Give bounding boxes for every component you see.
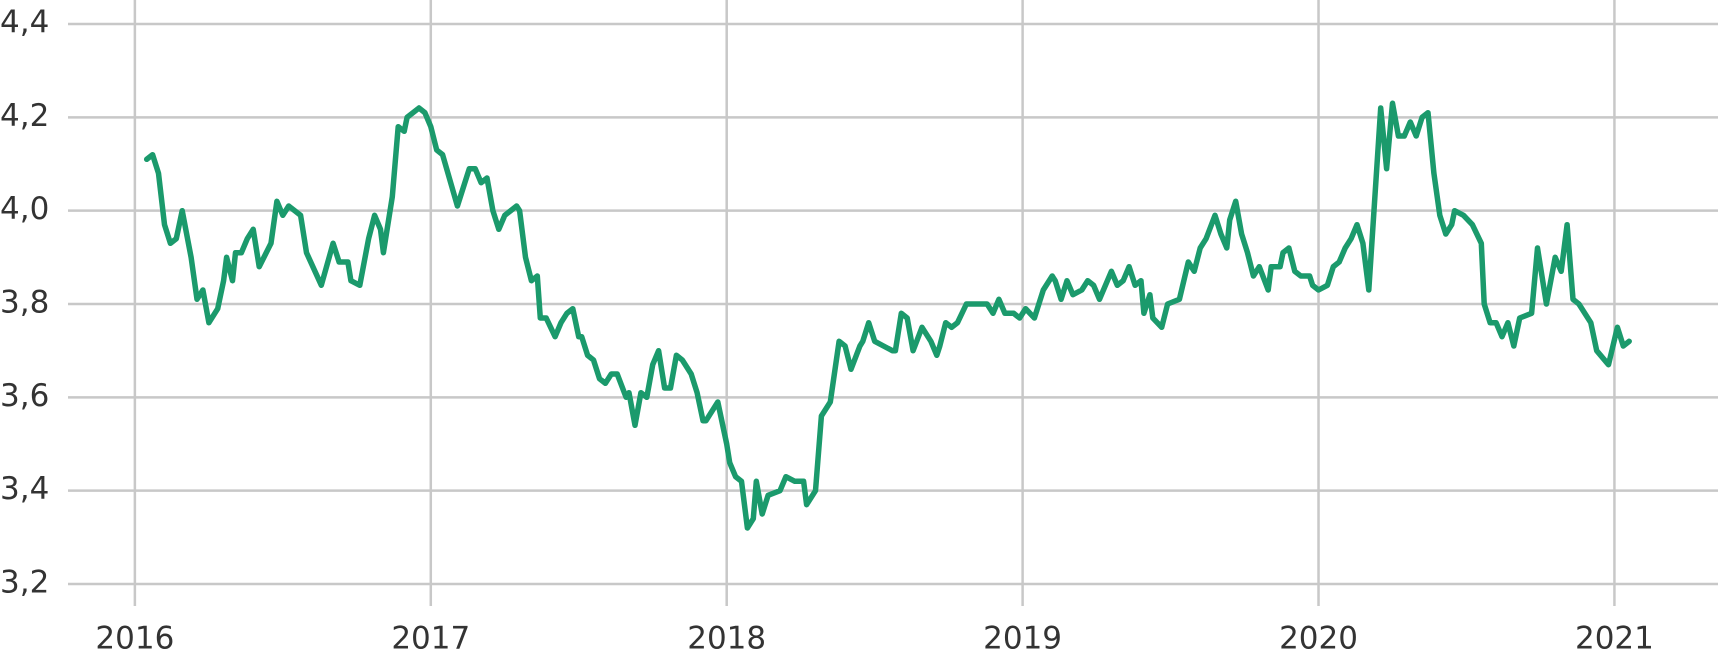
y-tick-label: 3,6 bbox=[0, 378, 49, 414]
x-tick-label: 2020 bbox=[1279, 621, 1358, 657]
x-tick-label: 2018 bbox=[687, 621, 766, 657]
x-tick-label: 2021 bbox=[1575, 621, 1654, 657]
y-tick-label: 3,4 bbox=[0, 471, 49, 507]
data-line bbox=[143, 100, 1632, 531]
x-tick-label: 2019 bbox=[983, 621, 1062, 657]
y-tick-label: 4,0 bbox=[0, 191, 49, 227]
y-tick-label: 3,8 bbox=[0, 285, 49, 321]
y-tick-label: 4,4 bbox=[0, 5, 49, 41]
y-tick-label: 4,2 bbox=[0, 98, 49, 134]
x-tick-label: 2016 bbox=[95, 621, 174, 657]
y-tick-label: 3,2 bbox=[0, 565, 49, 601]
x-tick-label: 2017 bbox=[391, 621, 470, 657]
